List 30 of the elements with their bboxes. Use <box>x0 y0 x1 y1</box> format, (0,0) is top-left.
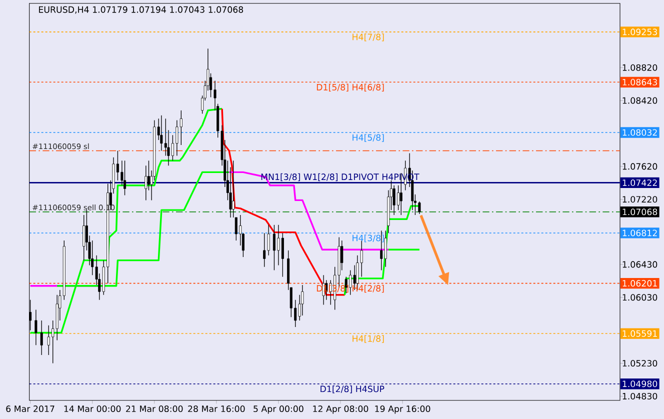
ref-line-label: H4[7/8] <box>352 34 384 42</box>
ref-line-label: H4[5/8] <box>352 134 384 142</box>
y-tick-label: 1.08032 <box>622 129 657 136</box>
x-tick-label: 12 Apr 08:00 <box>313 406 368 414</box>
y-tick-label: 1.09253 <box>622 28 657 36</box>
y-tick-label: 1.06812 <box>622 230 657 236</box>
ref-line-label: D1[2/8] H4SUP <box>320 385 384 394</box>
y-tick-label: 1.04830 <box>622 392 658 400</box>
y-tick-label: 1.04980 <box>622 380 658 388</box>
y-tick-label: 1.06201 <box>622 280 657 287</box>
y-tick-label: 1.07220 <box>622 196 658 203</box>
y-tick-label: 1.05230 <box>622 360 658 367</box>
y-tick-label: 1.06030 <box>622 294 658 301</box>
y-tick-label: 1.07620 <box>622 163 658 170</box>
y-tick-label: 1.08420 <box>622 97 658 104</box>
y-tick-label: 1.05591 <box>622 330 657 337</box>
ref-line-label: H4[1/8] <box>352 335 384 343</box>
y-tick-label: 1.08643 <box>622 78 657 86</box>
y-tick-label: 1.07422 <box>622 179 657 186</box>
x-tick-label: 6 Mar 2017 <box>6 406 54 412</box>
y-tick-label: 1.06430 <box>622 261 658 268</box>
y-tick-label: 1.08820 <box>622 64 658 71</box>
x-tick-label: 28 Mar 16:00 <box>188 406 245 412</box>
ref-line-label: D1[5/8] H4[6/8] <box>316 84 384 92</box>
x-tick-label: 14 Mar 00:00 <box>64 406 121 412</box>
y-tick-label: 1.07068 <box>622 208 658 216</box>
chart-title: EURUSD,H4 1.07179 1.07194 1.07043 1.07068 <box>39 6 244 14</box>
x-tick-label: 5 Apr 00:00 <box>254 406 304 414</box>
x-tick-label: 21 Mar 08:00 <box>126 406 183 412</box>
x-tick-label: 19 Apr 16:00 <box>375 406 430 414</box>
